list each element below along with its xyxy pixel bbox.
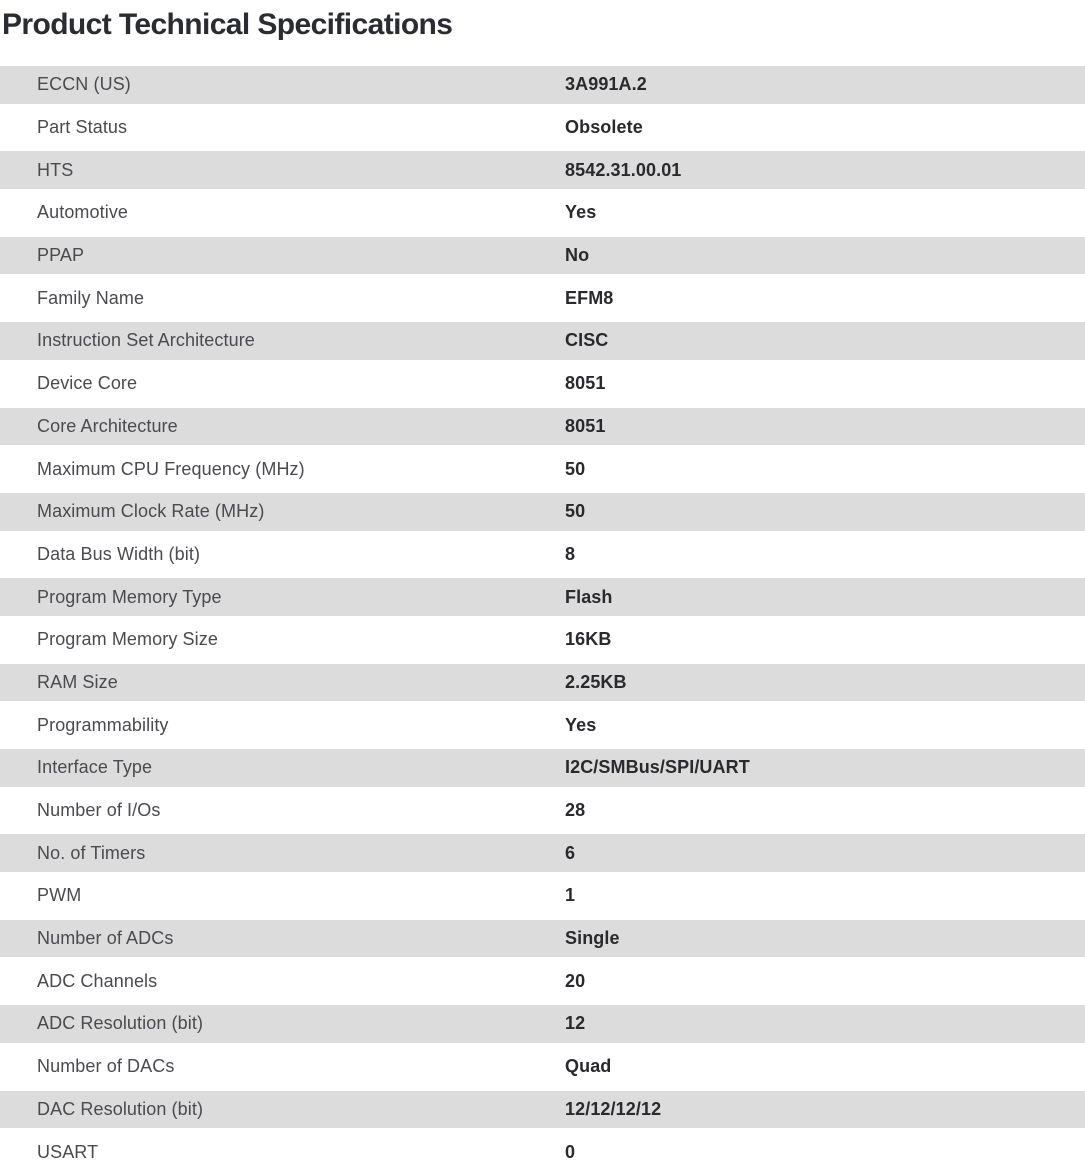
spec-label: Instruction Set Architecture bbox=[37, 330, 255, 351]
table-row: DAC Resolution (bit) 12/12/12/12 bbox=[0, 1090, 1085, 1129]
table-row: Instruction Set Architecture CISC bbox=[0, 322, 1085, 360]
spec-label: DAC Resolution (bit) bbox=[37, 1098, 204, 1119]
table-row: PWM 1 bbox=[0, 877, 1085, 915]
table-row: Maximum Clock Rate (MHz) 50 bbox=[0, 492, 1085, 531]
table-row: Automotive Yes bbox=[0, 194, 1085, 232]
spec-value: 50 bbox=[565, 501, 586, 522]
table-row: Core Architecture 8051 bbox=[0, 407, 1085, 446]
table-row: Program Memory Type Flash bbox=[0, 578, 1085, 616]
spec-label: Program Memory Size bbox=[37, 629, 218, 650]
spec-label: Automotive bbox=[37, 202, 129, 223]
table-row: HTS 8542.31.00.01 bbox=[0, 151, 1085, 190]
spec-value: Yes bbox=[565, 202, 597, 223]
spec-label: Maximum CPU Frequency (MHz) bbox=[37, 458, 305, 479]
table-row: Number of ADCs Single bbox=[0, 919, 1085, 958]
spec-value: Yes bbox=[565, 714, 597, 735]
spec-label: Programmability bbox=[37, 714, 169, 735]
spec-label: PWM bbox=[37, 885, 82, 906]
spec-label: Number of I/Os bbox=[37, 800, 161, 821]
page-title: Product Technical Specifications bbox=[2, 8, 453, 41]
spec-label: Device Core bbox=[37, 373, 138, 394]
table-row: ADC Channels 20 bbox=[0, 962, 1085, 1001]
spec-label: Family Name bbox=[37, 287, 145, 308]
spec-value: Flash bbox=[565, 586, 613, 607]
table-row: Interface Type I2C/SMBus/SPI/UART bbox=[0, 749, 1085, 787]
spec-value: No bbox=[565, 245, 590, 266]
table-row: Family Name EFM8 bbox=[0, 279, 1085, 318]
spec-value: 20 bbox=[565, 970, 586, 991]
table-row: Number of DACs Quad bbox=[0, 1047, 1085, 1086]
spec-value: Quad bbox=[565, 1056, 612, 1077]
table-row: ADC Resolution (bit) 12 bbox=[0, 1005, 1085, 1043]
product-spec-table: ECCN (US) 3A991A.2 Part Status Obsolete … bbox=[0, 66, 1085, 1170]
table-row: Device Core 8051 bbox=[0, 364, 1085, 403]
spec-label: Number of DACs bbox=[37, 1056, 175, 1077]
table-row: Part Status Obsolete bbox=[0, 108, 1085, 147]
spec-value: 12/12/12/12 bbox=[565, 1098, 662, 1119]
spec-value: 0 bbox=[565, 1141, 576, 1162]
table-row: RAM Size 2.25KB bbox=[0, 663, 1085, 702]
spec-value: I2C/SMBus/SPI/UART bbox=[565, 757, 750, 778]
spec-label: Number of ADCs bbox=[37, 928, 174, 949]
spec-label: ECCN (US) bbox=[37, 74, 131, 95]
spec-label: Data Bus Width (bit) bbox=[37, 543, 201, 564]
spec-value: 12 bbox=[565, 1013, 586, 1034]
table-row: Programmability Yes bbox=[0, 706, 1085, 744]
spec-value: 50 bbox=[565, 458, 586, 479]
spec-value: 16KB bbox=[565, 629, 612, 650]
table-row: Data Bus Width (bit) 8 bbox=[0, 535, 1085, 574]
spec-value: 8051 bbox=[565, 415, 606, 436]
spec-value: 2.25KB bbox=[565, 671, 627, 692]
table-row: Program Memory Size 16KB bbox=[0, 620, 1085, 659]
spec-label: Interface Type bbox=[37, 757, 153, 778]
spec-value: EFM8 bbox=[565, 287, 614, 308]
table-row: Number of I/Os 28 bbox=[0, 791, 1085, 830]
spec-label: Part Status bbox=[37, 117, 128, 138]
spec-value: Obsolete bbox=[565, 117, 643, 138]
spec-label: Maximum Clock Rate (MHz) bbox=[37, 501, 265, 522]
spec-value: 8542.31.00.01 bbox=[565, 159, 682, 180]
spec-value: 6 bbox=[565, 842, 576, 863]
spec-label: Core Architecture bbox=[37, 415, 178, 436]
table-row: Maximum CPU Frequency (MHz) 50 bbox=[0, 450, 1085, 488]
spec-value: 3A991A.2 bbox=[565, 74, 647, 95]
spec-value: Single bbox=[565, 928, 620, 949]
table-row: USART 0 bbox=[0, 1133, 1085, 1170]
spec-value: 1 bbox=[565, 885, 576, 906]
table-row: No. of Timers 6 bbox=[0, 834, 1085, 873]
spec-label: ADC Resolution (bit) bbox=[37, 1013, 204, 1034]
spec-label: USART bbox=[37, 1141, 99, 1162]
spec-value: 8051 bbox=[565, 373, 606, 394]
spec-value: 28 bbox=[565, 800, 586, 821]
spec-label: ADC Channels bbox=[37, 970, 158, 991]
spec-label: No. of Timers bbox=[37, 842, 146, 863]
table-row: ECCN (US) 3A991A.2 bbox=[0, 66, 1085, 104]
spec-label: PPAP bbox=[37, 245, 85, 266]
spec-value: 8 bbox=[565, 543, 576, 564]
spec-label: HTS bbox=[37, 159, 74, 180]
table-row: PPAP No bbox=[0, 236, 1085, 275]
spec-value: CISC bbox=[565, 330, 609, 351]
spec-label: Program Memory Type bbox=[37, 586, 222, 607]
spec-label: RAM Size bbox=[37, 671, 118, 692]
